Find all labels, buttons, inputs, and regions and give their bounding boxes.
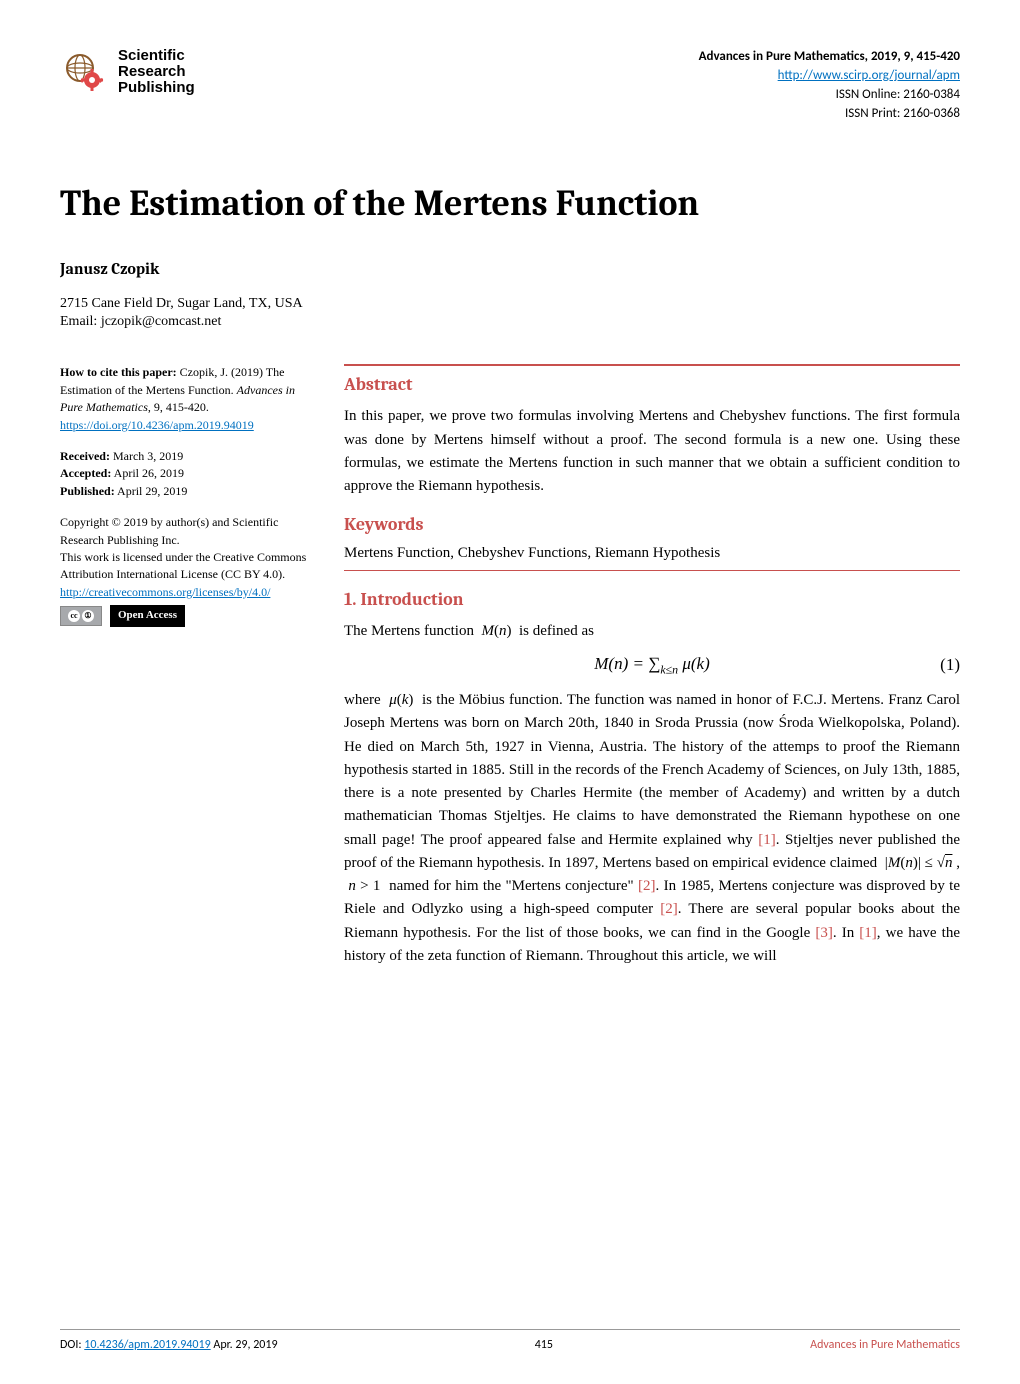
body-paragraph: where μ(k) is the Möbius function. The f…	[344, 689, 960, 968]
journal-meta: Advances in Pure Mathematics, 2019, 9, 4…	[699, 48, 960, 123]
page-footer: DOI: 10.4236/apm.2019.94019 Apr. 29, 201…	[60, 1329, 960, 1352]
equation-1: M(n) = ∑k≤n μ(k) (1)	[344, 654, 960, 677]
citation-ref[interactable]: [1]	[758, 832, 776, 848]
dates-block: Received: March 3, 2019 Accepted: April …	[60, 448, 316, 500]
abstract-heading: Abstract	[344, 374, 960, 395]
issn-print: ISSN Print: 2160-0368	[699, 105, 960, 124]
abstract-text: In this paper, we prove two formulas inv…	[344, 405, 960, 498]
license-url-link[interactable]: http://creativecommons.org/licenses/by/4…	[60, 585, 270, 599]
keywords-text: Mertens Function, Chebyshev Functions, R…	[344, 545, 960, 562]
author-name: Janusz Czopik	[60, 260, 960, 278]
citation-ref[interactable]: [2]	[660, 901, 678, 917]
footer-journal-name: Advances in Pure Mathematics	[810, 1338, 960, 1352]
author-affiliation: 2715 Cane Field Dr, Sugar Land, TX, USA	[60, 296, 960, 312]
sidebar-meta: How to cite this paper: Czopik, J. (2019…	[60, 364, 316, 968]
page-header: Scientific Research Publishing Advances …	[60, 48, 960, 123]
author-email: Email: jczopik@comcast.net	[60, 314, 960, 330]
introduction-heading: 1. Introduction	[344, 589, 960, 610]
citation-ref[interactable]: [3]	[815, 925, 833, 941]
footer-doi-link[interactable]: 10.4236/apm.2019.94019	[84, 1338, 210, 1352]
keywords-heading: Keywords	[344, 514, 960, 535]
publisher-logo: Scientific Research Publishing	[60, 48, 195, 96]
doi-link[interactable]: https://doi.org/10.4236/apm.2019.94019	[60, 418, 254, 432]
open-access-badge: Open Access	[110, 605, 185, 627]
citation-block: How to cite this paper: Czopik, J. (2019…	[60, 364, 316, 434]
page-number: 415	[535, 1338, 553, 1352]
globe-gear-icon	[60, 48, 108, 96]
intro-lead: The Mertens function M(n) is defined as	[344, 620, 960, 643]
cc-by-badge-icon: cc①	[60, 606, 102, 626]
issn-online: ISSN Online: 2160-0384	[699, 86, 960, 105]
journal-citation: Advances in Pure Mathematics, 2019, 9, 4…	[699, 48, 960, 67]
citation-ref[interactable]: [2]	[638, 878, 656, 894]
citation-ref[interactable]: [1]	[859, 925, 877, 941]
paper-title: The Estimation of the Mertens Function	[60, 183, 960, 224]
main-content: Abstract In this paper, we prove two for…	[344, 364, 960, 968]
publisher-name: Scientific Research Publishing	[118, 48, 195, 95]
journal-url-link[interactable]: http://www.scirp.org/journal/apm	[778, 68, 960, 83]
license-block: Copyright © 2019 by author(s) and Scient…	[60, 514, 316, 627]
